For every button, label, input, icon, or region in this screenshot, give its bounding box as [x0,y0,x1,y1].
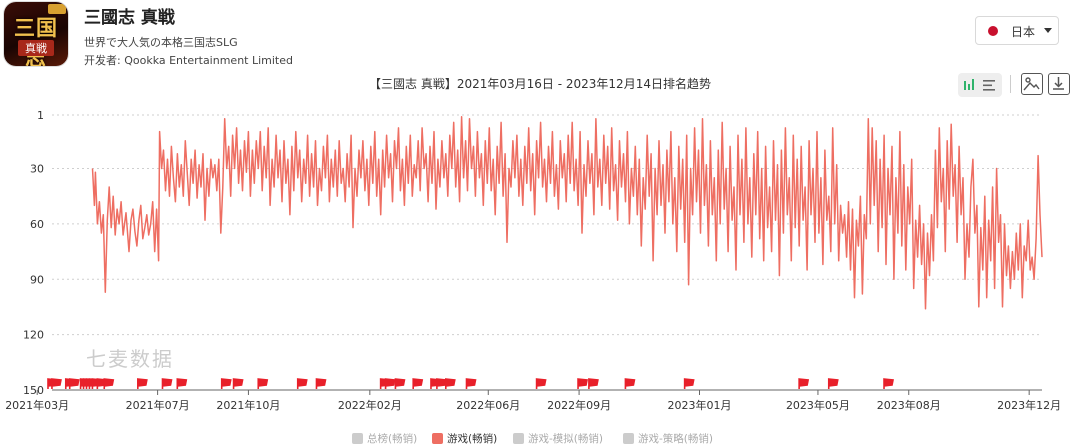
event-flag-icon [68,378,80,389]
event-flag-icon [296,378,308,389]
toolbar-divider [1010,75,1011,93]
event-flag-icon [315,378,327,389]
legend-item[interactable]: 游戏(畅销) [432,431,497,445]
y-tick-label: 90 [30,273,44,286]
chart-title: 【三國志 真戦】2021年03月16日 - 2023年12月14日排名趋势 [369,77,711,91]
event-flag-icon [883,378,894,389]
legend-swatch [352,433,363,444]
legend-label: 总榜(畅销) [367,433,418,445]
y-axis: 1 30 60 90 120 150 [23,109,44,397]
series-layer [91,116,1043,310]
event-flag-icon [176,378,188,389]
legend-item[interactable]: 游戏-模拟(畅销) [513,431,603,445]
event-flag-icon [436,378,447,389]
event-flag-icon [161,378,173,389]
y-tick-label: 30 [30,163,44,176]
event-flags [47,378,894,389]
bar-line-toggle-icon [964,79,995,91]
x-tick-label: 2022年09月 [547,398,611,412]
x-tick-label: 2022年06月 [456,398,520,412]
app-title: 三國志 真戦 [84,8,175,28]
event-flag-icon [588,378,599,389]
x-axis: 2021年03月 2021年07月 2021年10月 2022年02月 2022年06月… [5,389,1061,412]
save-image-button[interactable] [1021,73,1043,95]
y-tick-label: 120 [23,329,44,342]
x-tick-label: 2022年02月 [338,398,402,412]
event-flag-icon [577,378,588,389]
event-flag-icon [465,378,477,389]
chevron-down-icon [1044,28,1052,33]
region-label: 日本 [1011,25,1036,39]
app-icon: 三国志 真戦 [4,2,68,66]
image-export-icon [1023,77,1040,91]
x-tick-label: 2023年08月 [877,398,941,412]
legend-label: 游戏-模拟(畅销) [528,433,603,445]
legend-item[interactable]: 总榜(畅销) [352,431,417,445]
event-flag-icon [384,378,396,389]
app-developer: 开发者: Qookka Entertainment Limited [84,54,293,67]
japan-flag-icon [988,26,998,36]
event-flag-icon [220,378,232,389]
app-subtitle: 世界で大人気の本格三国志SLG [84,36,238,49]
event-flag-icon [103,378,115,389]
x-tick-label: 2023年01月 [667,398,731,412]
event-flag-icon [257,378,269,389]
y-tick-label: 1 [37,109,44,122]
event-flag-icon [683,378,695,389]
event-flag-icon [827,378,839,389]
event-flag-icon [444,378,456,389]
event-flag-icon [624,378,636,389]
app-icon-badge [48,4,66,14]
watermark-text: 七麦数据 [86,347,174,371]
event-flag-icon [394,378,406,389]
event-flag-icon [137,378,148,389]
event-flag-icon [798,378,810,389]
x-tick-label: 2021年03月 [5,398,69,412]
x-tick-label: 2021年10月 [216,398,280,412]
download-icon [1053,77,1064,90]
legend-label: 游戏-策略(畅销) [638,433,713,445]
series-line-games-grossing [91,116,1043,310]
x-tick-label: 2023年05月 [786,398,850,412]
legend-item[interactable]: 游戏-策略(畅销) [623,431,713,445]
x-tick-label: 2021年07月 [126,398,190,412]
chart-mode-toggle[interactable] [958,73,1002,97]
y-tick-label: 150 [23,384,44,397]
app-icon-subtitle: 真戦 [18,40,54,56]
legend-swatch [513,433,524,444]
y-tick-label: 60 [30,218,44,231]
chart-legend: 总榜(畅销) 游戏(畅销) 游戏-模拟(畅销) 游戏-策略(畅销) [0,431,1080,445]
region-select[interactable]: 日本 [975,16,1059,45]
event-flag-icon [51,378,62,389]
x-tick-label: 2023年12月 [997,398,1061,412]
legend-swatch [432,433,443,444]
event-flag-icon [535,378,547,389]
event-flag-icon [232,378,244,389]
event-flag-icon [412,378,424,389]
download-button[interactable] [1048,73,1070,95]
legend-label: 游戏(畅销) [447,433,498,445]
legend-swatch [623,433,634,444]
